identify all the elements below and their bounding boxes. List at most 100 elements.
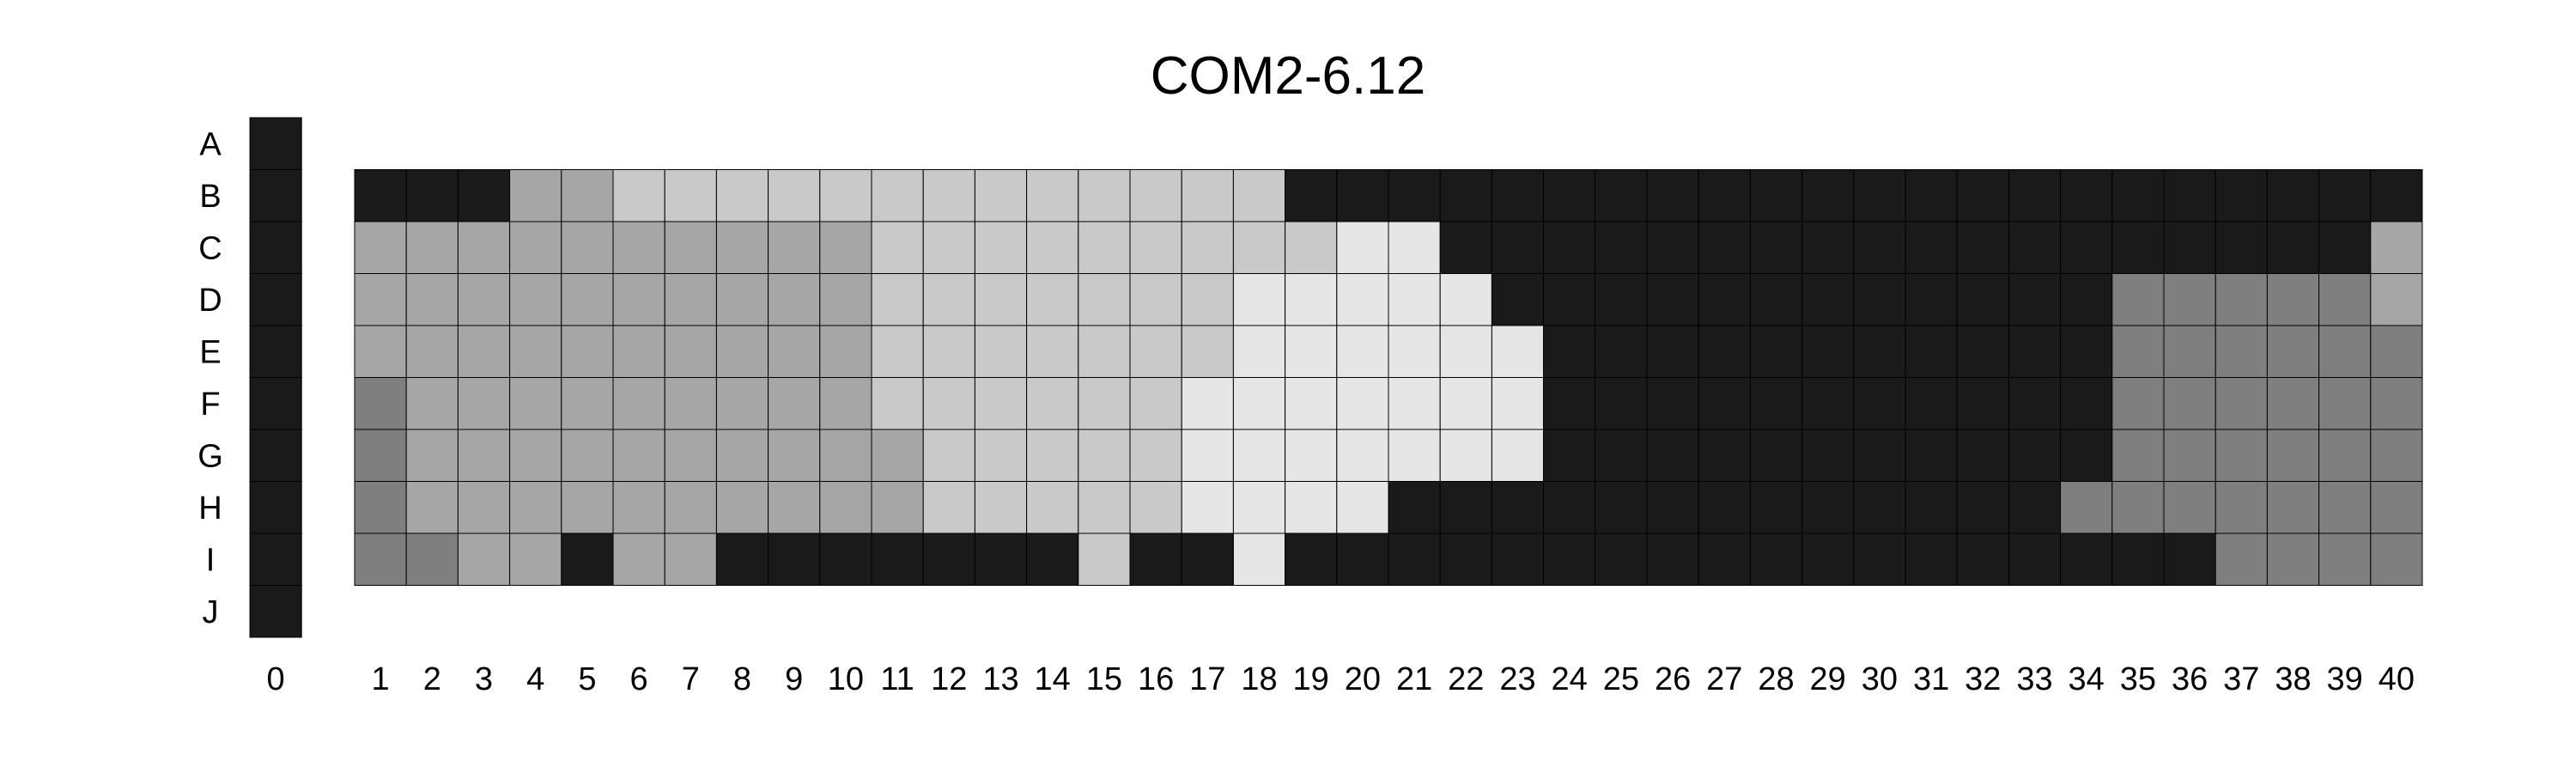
control-cell-c — [249, 221, 302, 274]
cell-i-1 — [354, 533, 407, 586]
cell-g-34 — [2060, 429, 2113, 482]
col-label-0: 0 — [267, 661, 285, 697]
cell-b-1 — [354, 169, 407, 222]
cell-i-26 — [1646, 533, 1699, 586]
cell-h-12 — [922, 481, 975, 534]
cell-e-30 — [1853, 325, 1906, 378]
cell-g-16 — [1129, 429, 1182, 482]
col-label-40: 40 — [2379, 661, 2415, 697]
cell-g-35 — [2111, 429, 2165, 482]
cell-i-17 — [1181, 533, 1234, 586]
cell-i-22 — [1439, 533, 1492, 586]
cell-d-12 — [922, 273, 975, 326]
cell-i-16 — [1129, 533, 1182, 586]
cell-g-23 — [1491, 429, 1545, 482]
cell-i-11 — [871, 533, 924, 586]
cell-e-20 — [1336, 325, 1389, 378]
cell-d-29 — [1801, 273, 1855, 326]
cell-c-30 — [1853, 221, 1906, 274]
cell-i-2 — [405, 533, 459, 586]
cell-e-38 — [2266, 325, 2320, 378]
cell-b-40 — [2370, 169, 2423, 222]
cell-b-8 — [715, 169, 769, 222]
cell-d-19 — [1285, 273, 1338, 326]
cell-i-40 — [2370, 533, 2423, 586]
cell-c-8 — [715, 221, 769, 274]
cell-g-7 — [664, 429, 717, 482]
cell-h-29 — [1801, 481, 1855, 534]
cell-g-40 — [2370, 429, 2423, 482]
cell-c-4 — [509, 221, 562, 274]
cell-c-26 — [1646, 221, 1699, 274]
cell-e-9 — [768, 325, 821, 378]
cell-c-37 — [2215, 221, 2268, 274]
col-label-37: 37 — [2223, 661, 2259, 697]
cell-h-13 — [974, 481, 1028, 534]
cell-h-4 — [509, 481, 562, 534]
cell-i-37 — [2215, 533, 2268, 586]
row-label-f: F — [200, 386, 220, 423]
cell-c-36 — [2163, 221, 2216, 274]
cell-e-27 — [1698, 325, 1751, 378]
row-label-j: J — [203, 594, 219, 630]
cell-c-33 — [2008, 221, 2062, 274]
cell-c-14 — [1026, 221, 1079, 274]
cell-b-23 — [1491, 169, 1545, 222]
cell-g-22 — [1439, 429, 1492, 482]
cell-i-18 — [1232, 533, 1286, 586]
cell-e-18 — [1232, 325, 1286, 378]
cell-f-19 — [1285, 377, 1338, 430]
cell-c-25 — [1595, 221, 1648, 274]
cell-b-32 — [1956, 169, 2009, 222]
col-label-23: 23 — [1499, 661, 1535, 697]
cell-c-3 — [457, 221, 511, 274]
cell-f-8 — [715, 377, 769, 430]
cell-b-2 — [405, 169, 459, 222]
control-cell-f — [249, 377, 302, 430]
col-label-36: 36 — [2172, 661, 2208, 697]
col-label-17: 17 — [1189, 661, 1225, 697]
cell-b-39 — [2318, 169, 2372, 222]
cell-d-40 — [2370, 273, 2423, 326]
cell-f-12 — [922, 377, 975, 430]
cell-f-32 — [1956, 377, 2009, 430]
cell-g-11 — [871, 429, 924, 482]
cell-e-19 — [1285, 325, 1338, 378]
cell-d-21 — [1388, 273, 1441, 326]
cell-f-11 — [871, 377, 924, 430]
cell-e-14 — [1026, 325, 1079, 378]
cell-h-31 — [1905, 481, 1958, 534]
cell-h-36 — [2163, 481, 2216, 534]
cell-d-37 — [2215, 273, 2268, 326]
cell-b-36 — [2163, 169, 2216, 222]
cell-b-10 — [819, 169, 872, 222]
cell-i-32 — [1956, 533, 2009, 586]
cell-h-27 — [1698, 481, 1751, 534]
cell-h-39 — [2318, 481, 2372, 534]
cell-b-18 — [1232, 169, 1286, 222]
cell-d-9 — [768, 273, 821, 326]
cell-e-10 — [819, 325, 872, 378]
cell-e-1 — [354, 325, 407, 378]
col-label-14: 14 — [1035, 661, 1071, 697]
cell-g-39 — [2318, 429, 2372, 482]
col-label-2: 2 — [423, 661, 441, 697]
cell-c-28 — [1749, 221, 1803, 274]
cell-g-26 — [1646, 429, 1699, 482]
cell-e-17 — [1181, 325, 1234, 378]
cell-e-34 — [2060, 325, 2113, 378]
cell-b-19 — [1285, 169, 1338, 222]
cell-d-13 — [974, 273, 1028, 326]
cell-g-21 — [1388, 429, 1441, 482]
control-cell-h — [249, 481, 302, 534]
cell-i-13 — [974, 533, 1028, 586]
col-label-4: 4 — [526, 661, 544, 697]
cell-h-17 — [1181, 481, 1234, 534]
cell-e-25 — [1595, 325, 1648, 378]
cell-f-37 — [2215, 377, 2268, 430]
cell-d-34 — [2060, 273, 2113, 326]
cell-b-26 — [1646, 169, 1699, 222]
cell-d-11 — [871, 273, 924, 326]
control-cell-d — [249, 273, 302, 326]
cell-c-2 — [405, 221, 459, 274]
